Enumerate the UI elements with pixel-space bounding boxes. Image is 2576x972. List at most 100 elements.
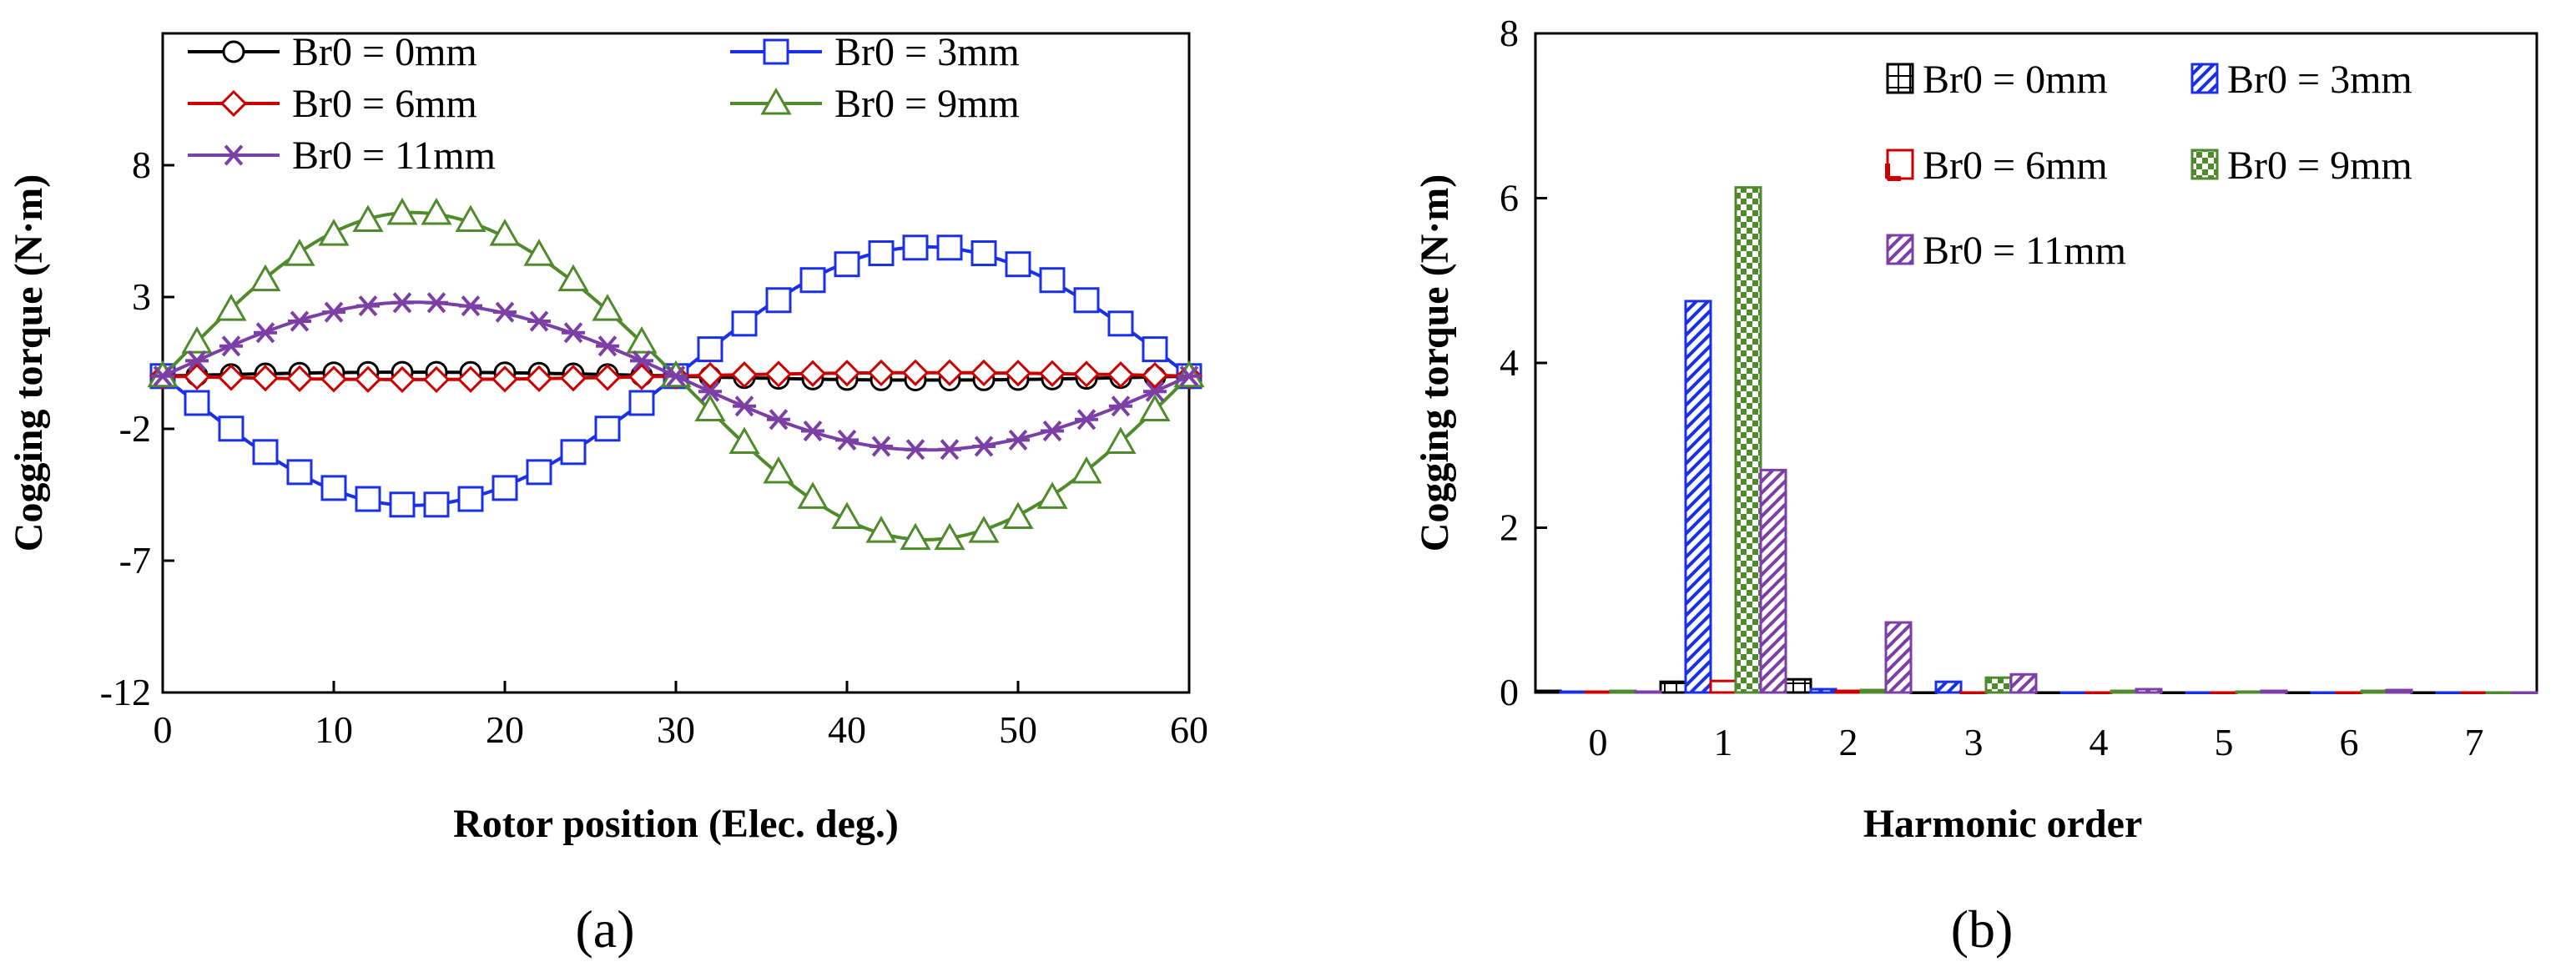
panel-a-data-point xyxy=(1004,360,1032,387)
panel-a-data-point xyxy=(934,522,965,551)
panel-a-x-tick-label: 30 xyxy=(657,708,695,751)
panel-b-x-tick-label: 1 xyxy=(1714,721,1733,763)
panel-a-data-point xyxy=(425,292,448,314)
panel-b-y-tick-label: 4 xyxy=(1500,341,1519,384)
panel-a-data-point xyxy=(525,365,553,392)
panel-b-bar xyxy=(1609,689,1637,694)
panel-a-data-point xyxy=(1107,361,1135,389)
panel-b-x-tick-label: 6 xyxy=(2340,721,2359,763)
panel-a-data-point xyxy=(1005,251,1031,278)
panel-a-line-chart: 0 10 20 30 40 50 60 -12 -7 -2 3 8 Br0 = 0mm Br0 = 3… xyxy=(7,30,1208,959)
panel-a-data-point xyxy=(423,491,450,518)
panel-a-data-point xyxy=(764,360,793,388)
panel-b-bar xyxy=(1684,300,1712,694)
panel-b-legend-label: Br0 = 6mm xyxy=(1923,144,2108,188)
panel-a-data-point xyxy=(422,365,451,394)
panel-a-data-point xyxy=(763,38,789,65)
panel-b-legend-entry: Br0 = 6mm xyxy=(1885,144,2108,188)
panel-a-y-axis-title: Cogging torque (N·m) xyxy=(7,174,51,551)
panel-a-data-point xyxy=(799,360,827,387)
panel-a-data-point xyxy=(219,89,248,118)
panel-a-legend-entry: Br0 = 9mm xyxy=(730,82,1020,126)
panel-a-data-point xyxy=(799,267,826,294)
panel-b-x-tick-label: 7 xyxy=(2465,721,2484,763)
panel-a-data-point xyxy=(938,439,961,461)
panel-b-bar xyxy=(2410,691,2438,694)
panel-a-series-green xyxy=(147,197,1205,551)
panel-a-data-point xyxy=(902,234,929,261)
panel-a-legend-label: Br0 = 0mm xyxy=(292,30,477,74)
panel-a-legend-entry: Br0 = 0mm xyxy=(188,30,477,74)
panel-a-data-point xyxy=(1002,501,1034,529)
panel-b-legend-entry: Br0 = 0mm xyxy=(1886,58,2108,102)
panel-a-data-point xyxy=(183,363,211,390)
panel-a-data-point xyxy=(833,360,861,387)
panel-a-data-point xyxy=(760,87,792,115)
panel-a-data-point xyxy=(972,436,996,457)
panel-b-bar xyxy=(2485,691,2513,694)
panel-b-x-axis-title: Harmonic order xyxy=(1863,802,2143,846)
panel-b-y-tick-label: 2 xyxy=(1500,506,1519,549)
panel-a-data-point xyxy=(356,295,380,317)
panel-a-data-point xyxy=(557,264,589,292)
panel-b-bar xyxy=(1734,186,1762,694)
panel-a-data-point xyxy=(594,415,621,442)
panel-a-legend-entry: Br0 = 3mm xyxy=(730,30,1020,74)
panel-a-data-point xyxy=(386,197,418,225)
panel-a-data-point xyxy=(1041,421,1064,442)
panel-b-y-tick-label: 6 xyxy=(1500,177,1519,219)
panel-a-data-point xyxy=(694,394,726,422)
panel-a-data-point xyxy=(559,365,587,392)
panel-a-data-point xyxy=(184,390,210,416)
panel-a-data-point xyxy=(421,197,452,225)
panel-a-data-point xyxy=(459,295,482,317)
panel-a-x-tick-label: 40 xyxy=(828,708,866,751)
panel-a-data-point xyxy=(733,395,756,417)
panel-b-y-axis-title: Cogging torque (N·m) xyxy=(1413,174,1457,551)
panel-a-data-point xyxy=(630,350,653,371)
panel-a-legend-label: Br0 = 11mm xyxy=(292,133,496,178)
panel-a-data-point xyxy=(1006,429,1030,451)
panel-a-y-tick-label: -2 xyxy=(119,407,151,450)
panel-a-x-tick-label: 20 xyxy=(486,708,524,751)
panel-a-data-point xyxy=(252,439,279,466)
panel-a-data-point xyxy=(1036,481,1068,509)
panel-a-data-point xyxy=(523,239,555,266)
panel-b-bar xyxy=(2210,691,2238,694)
panel-a-data-point xyxy=(628,363,656,390)
panel-a-legend-entry: Br0 = 6mm xyxy=(188,82,477,126)
panel-a-data-point xyxy=(219,335,243,357)
panel-a-data-point xyxy=(592,294,623,321)
panel-a-data-point xyxy=(493,301,517,323)
panel-a-data-point xyxy=(797,481,829,509)
panel-a-data-point xyxy=(728,426,760,454)
panel-a-data-point xyxy=(222,144,245,166)
panel-a-data-point xyxy=(492,475,518,501)
panel-a-data-point xyxy=(900,522,931,551)
panel-b-bar xyxy=(1959,691,1988,694)
panel-b-bar xyxy=(2135,687,2163,694)
panel-a-data-point xyxy=(1075,409,1098,431)
panel-a-data-point xyxy=(936,234,963,261)
panel-b-bar xyxy=(2460,691,2488,694)
panel-b-bar xyxy=(2335,691,2363,694)
panel-b-bar xyxy=(1859,688,1888,694)
panel-a-x-tick-label: 0 xyxy=(154,708,173,751)
panel-b-x-tick-label: 2 xyxy=(1839,721,1858,763)
panel-a-data-point xyxy=(456,365,485,393)
panel-a-data-point xyxy=(322,301,345,323)
panel-a-data-point xyxy=(455,204,486,232)
panel-b-bar xyxy=(1759,468,1787,694)
panel-a-data-point xyxy=(596,335,619,357)
panel-a-data-point xyxy=(664,365,688,387)
panel-a-data-point xyxy=(868,240,895,267)
panel-b-bar xyxy=(2360,689,2388,694)
panel-b-bar xyxy=(2435,691,2463,694)
panel-a-data-point xyxy=(968,516,1000,543)
panel-b-bar xyxy=(2084,691,2113,694)
panel-a-data-point xyxy=(765,287,792,314)
panel-b-bar xyxy=(2285,691,2313,694)
panel-a-y-tick-label: 3 xyxy=(132,275,151,318)
panel-b-bar xyxy=(1834,689,1863,694)
panel-b-bar-chart: 0 1 2 3 4 5 6 7 0 2 4 6 8 Br0 = 0mm Br0 = 3mm Br0 = 6… xyxy=(1413,12,2538,959)
